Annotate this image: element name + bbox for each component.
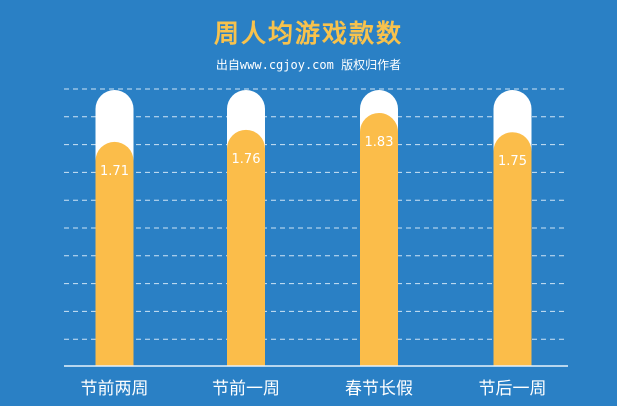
watermark: 出自www.cgjoy.com 版权归作者	[215, 58, 402, 72]
category-label: 节前一周	[212, 379, 280, 399]
bar-base	[360, 336, 398, 366]
data-label: 1.75	[498, 154, 527, 169]
bar	[95, 141, 134, 366]
bar	[360, 112, 398, 366]
bar-base	[95, 336, 134, 366]
category-label: 春节长假	[345, 379, 413, 399]
category-label: 节后一周	[479, 379, 547, 399]
chart-title: 周人均游戏款数	[213, 19, 403, 48]
bar	[227, 129, 265, 366]
data-label: 1.71	[100, 164, 129, 179]
bar-base	[227, 336, 265, 366]
data-label: 1.76	[232, 152, 261, 167]
bar	[493, 132, 532, 366]
data-label: 1.83	[365, 135, 394, 150]
category-label: 节前两周	[81, 379, 149, 399]
bar-base	[493, 336, 532, 366]
